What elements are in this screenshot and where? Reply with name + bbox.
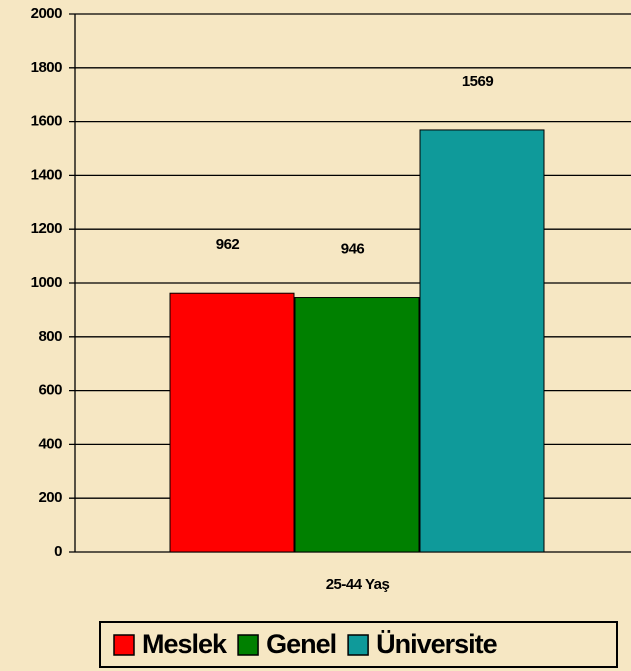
y-tick-label: 200	[38, 489, 62, 506]
legend-swatch	[347, 634, 369, 656]
data-label: 946	[341, 240, 365, 257]
legend-label: Meslek	[142, 629, 228, 659]
y-tick-label: 2000	[31, 5, 63, 22]
legend-label: Üniversite	[376, 629, 498, 659]
bar	[169, 292, 295, 553]
bar	[294, 297, 420, 553]
bar	[419, 129, 545, 553]
y-tick-label: 1600	[31, 113, 63, 130]
y-tick-label: 1000	[31, 274, 63, 291]
y-tick-label: 800	[38, 328, 62, 345]
legend-swatch	[113, 634, 135, 656]
data-label: 1569	[462, 73, 494, 90]
x-tick-label: 25-44 Yaş	[326, 576, 390, 593]
y-tick-label: 1200	[31, 220, 63, 237]
y-tick-label: 400	[38, 435, 62, 452]
y-tick-label: 1400	[31, 166, 63, 183]
y-tick-label: 0	[54, 543, 62, 560]
legend-label: Genel	[266, 629, 336, 659]
y-tick-label: 600	[38, 382, 62, 399]
y-tick-label: 1800	[31, 59, 63, 76]
data-label: 962	[216, 236, 240, 253]
legend-swatch	[237, 634, 259, 656]
